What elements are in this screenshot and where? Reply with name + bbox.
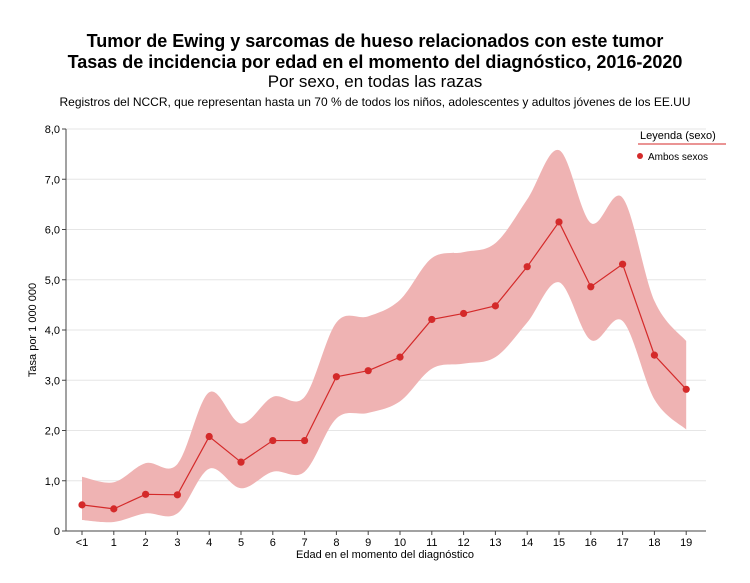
x-tick-labels: <1 1 2 3 4 5 6 7 8 9 10 11 12 13 14 15 16 17 18 19 (76, 531, 692, 549)
data-point (428, 315, 436, 324)
legend-item-ambos-sexos: Ambos sexos (648, 152, 708, 163)
y-tick-label: 6,0 (45, 225, 60, 237)
x-tick-label: 3 (174, 537, 180, 549)
y-axis-label: Tasa por 1 000 000 (27, 283, 39, 377)
chart-subtitle-2: Por sexo, en todas las razas (267, 72, 483, 91)
legend: Leyenda (sexo) Ambos sexos (637, 130, 726, 163)
y-tick-label: 1,0 (45, 476, 60, 488)
data-point (237, 458, 245, 466)
chart-note: Registros del NCCR, que representan hast… (59, 95, 691, 109)
data-point (619, 260, 627, 268)
x-tick-label: 12 (457, 537, 469, 549)
data-point (173, 491, 181, 499)
legend-title: Leyenda (sexo) (640, 130, 716, 142)
x-tick-label: 19 (680, 537, 692, 549)
x-tick-label: 9 (365, 537, 371, 549)
series-line-ambos-sexos (81, 220, 687, 510)
x-tick-label: 7 (302, 537, 308, 549)
x-tick-label: 14 (521, 537, 533, 549)
data-point (205, 432, 213, 441)
data-point (301, 436, 309, 445)
y-tick-label: 8,0 (45, 124, 60, 136)
x-tick-label: 1 (111, 537, 117, 549)
data-point (555, 218, 563, 226)
data-point (491, 302, 499, 310)
x-tick-label: 10 (394, 537, 406, 549)
data-point (332, 373, 340, 381)
y-tick-label: 2,0 (45, 426, 60, 438)
data-point (364, 367, 372, 375)
data-point (269, 436, 277, 445)
data-point (523, 263, 531, 271)
data-point (650, 351, 659, 359)
x-tick-label: <1 (76, 537, 89, 549)
confidence-band (82, 149, 687, 523)
legend-marker-ambos-sexos (637, 153, 643, 159)
y-tick-label: 0 (54, 526, 60, 538)
chart-title: Tumor de Ewing y sarcomas de hueso relac… (86, 31, 664, 51)
x-tick-label: 17 (616, 537, 628, 549)
y-tick-label: 4,0 (45, 325, 60, 337)
data-point (110, 505, 118, 513)
chart-subtitle: Tasas de incidencia por edad en el momen… (67, 52, 683, 72)
x-tick-label: 8 (333, 537, 339, 549)
data-point (142, 490, 150, 498)
data-point (682, 385, 690, 393)
x-axis-label: Edad en el momento del diagnóstico (296, 549, 474, 561)
data-point (587, 283, 595, 291)
x-tick-label: 18 (648, 537, 660, 549)
x-tick-label: 15 (553, 537, 565, 549)
data-point (396, 353, 404, 361)
x-tick-label: 4 (206, 537, 212, 549)
x-tick-label: 16 (585, 537, 597, 549)
y-tick-label: 7,0 (45, 174, 60, 186)
data-points (78, 218, 690, 513)
x-tick-label: 13 (489, 537, 501, 549)
y-tick-label: 5,0 (45, 275, 60, 287)
data-point (460, 309, 468, 318)
y-tick-label: 3,0 (45, 375, 60, 387)
x-tick-label: 6 (270, 537, 276, 549)
x-tick-label: 5 (238, 537, 244, 549)
x-tick-label: 2 (143, 537, 149, 549)
x-tick-label: 11 (426, 537, 437, 549)
y-tick-labels: 0 1,0 2,0 3,0 4,0 5,0 6,0 7,0 8,0 (45, 124, 66, 538)
data-point (78, 501, 86, 509)
